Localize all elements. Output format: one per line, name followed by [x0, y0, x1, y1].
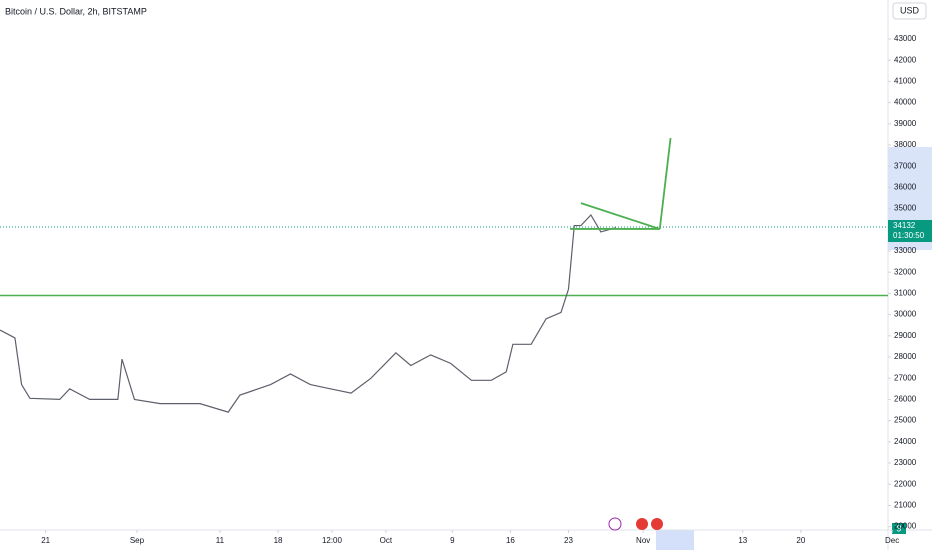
trend-drawing: [580, 202, 661, 230]
y-tick-label: 39000: [894, 119, 917, 128]
currency-label[interactable]: USD: [900, 5, 920, 15]
y-tick-label: 32000: [894, 267, 917, 276]
x-tick-label: 20: [796, 536, 805, 545]
time-range-highlight: [656, 530, 694, 550]
y-tick-label: 27000: [894, 373, 917, 382]
x-tick-label: Dec: [885, 536, 899, 545]
y-tick-label: 20000: [894, 522, 917, 531]
events-badge[interactable]: [892, 523, 906, 534]
y-tick-label: 42000: [894, 55, 917, 64]
y-tick-label: 37000: [894, 161, 917, 170]
y-tick-label: 22000: [894, 479, 917, 488]
x-tick-label: 13: [738, 536, 747, 545]
x-tick-label: Nov: [636, 536, 650, 545]
y-tick-label: 28000: [894, 352, 917, 361]
y-tick-label: 31000: [894, 289, 917, 298]
price-line: [0, 213, 616, 413]
x-tick-label: Sep: [130, 536, 145, 545]
y-tick-label: 26000: [894, 395, 917, 404]
x-tick-label: 21: [41, 536, 50, 545]
chart-title: Bitcoin / U.S. Dollar, 2h, BITSTAMP: [5, 6, 147, 16]
x-tick-label: 11: [216, 536, 225, 545]
y-tick-label: 38000: [894, 140, 917, 149]
event-icon[interactable]: [651, 518, 663, 530]
y-tick-label: 21000: [894, 501, 917, 510]
y-tick-label: 35000: [894, 204, 917, 213]
y-tick-label: 33000: [894, 246, 917, 255]
y-tick-label: 23000: [894, 458, 917, 467]
y-tick-label: 25000: [894, 416, 917, 425]
y-tick-label: 29000: [894, 331, 917, 340]
last-price-label: 34132: [893, 221, 916, 230]
currency-button[interactable]: [892, 2, 927, 20]
y-tick-label: 36000: [894, 183, 917, 192]
countdown-label: 01:30:50: [893, 231, 925, 240]
event-icon[interactable]: [608, 517, 622, 531]
y-tick-label: 24000: [894, 437, 917, 446]
x-tick-label: Oct: [380, 536, 393, 545]
trend-drawing: [658, 137, 672, 230]
event-icon[interactable]: [636, 518, 648, 530]
x-tick-label: 18: [274, 536, 283, 545]
y-tick-label: 40000: [894, 98, 917, 107]
y-tick-label: 30000: [894, 310, 917, 319]
x-tick-label: 9: [450, 536, 455, 545]
x-tick-label: 12:00: [322, 536, 343, 545]
y-tick-label: 41000: [894, 77, 917, 86]
x-tick-label: 23: [564, 536, 573, 545]
events-badge-label[interactable]: 9: [896, 523, 901, 533]
y-tick-label: 43000: [894, 34, 917, 43]
last-price-box: [888, 220, 932, 243]
x-tick-label: 16: [506, 536, 515, 545]
